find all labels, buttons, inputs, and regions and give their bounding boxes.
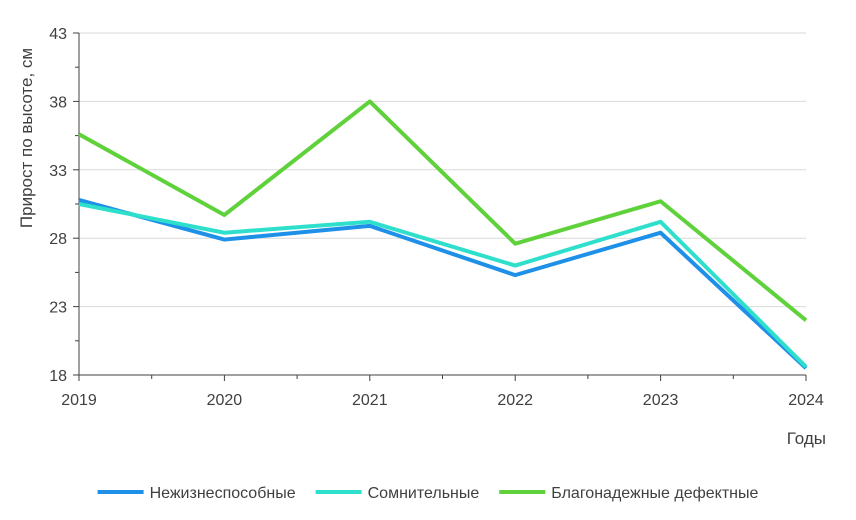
axes <box>73 32 807 381</box>
y-tick-label: 23 <box>49 300 67 317</box>
series-line-2 <box>78 202 808 369</box>
y-tick-labels: 18 23 28 33 38 43 <box>49 26 67 385</box>
y-tick-label: 18 <box>49 368 67 385</box>
x-tick-label: 2024 <box>788 392 824 409</box>
x-tick-label: 2020 <box>207 392 243 409</box>
x-axis-title: Годы <box>787 429 826 448</box>
y-tick-label: 33 <box>49 163 67 180</box>
legend-label-2: Сомнительные <box>368 485 480 502</box>
legend-label-3: Благонадежные дефектные <box>551 485 758 502</box>
x-tick-label: 2021 <box>352 392 388 409</box>
x-tick-label: 2019 <box>61 392 97 409</box>
y-axis-title: Прирост по высоте, см <box>17 48 36 228</box>
y-tick-label: 28 <box>49 231 67 248</box>
series-lines <box>78 99 808 370</box>
y-tick-label: 38 <box>49 94 67 111</box>
x-tick-labels: 2019 2020 2021 2022 2023 2024 <box>61 392 824 409</box>
x-tick-label: 2022 <box>497 392 533 409</box>
x-tick-label: 2023 <box>643 392 679 409</box>
legend: Нежизнеспособные Сомнительные Благонадежны… <box>97 485 759 502</box>
series-line-1 <box>78 197 808 370</box>
y-tick-label: 43 <box>49 26 67 43</box>
series-line-3 <box>78 99 808 322</box>
legend-label-1: Нежизнеспособные <box>150 485 296 502</box>
